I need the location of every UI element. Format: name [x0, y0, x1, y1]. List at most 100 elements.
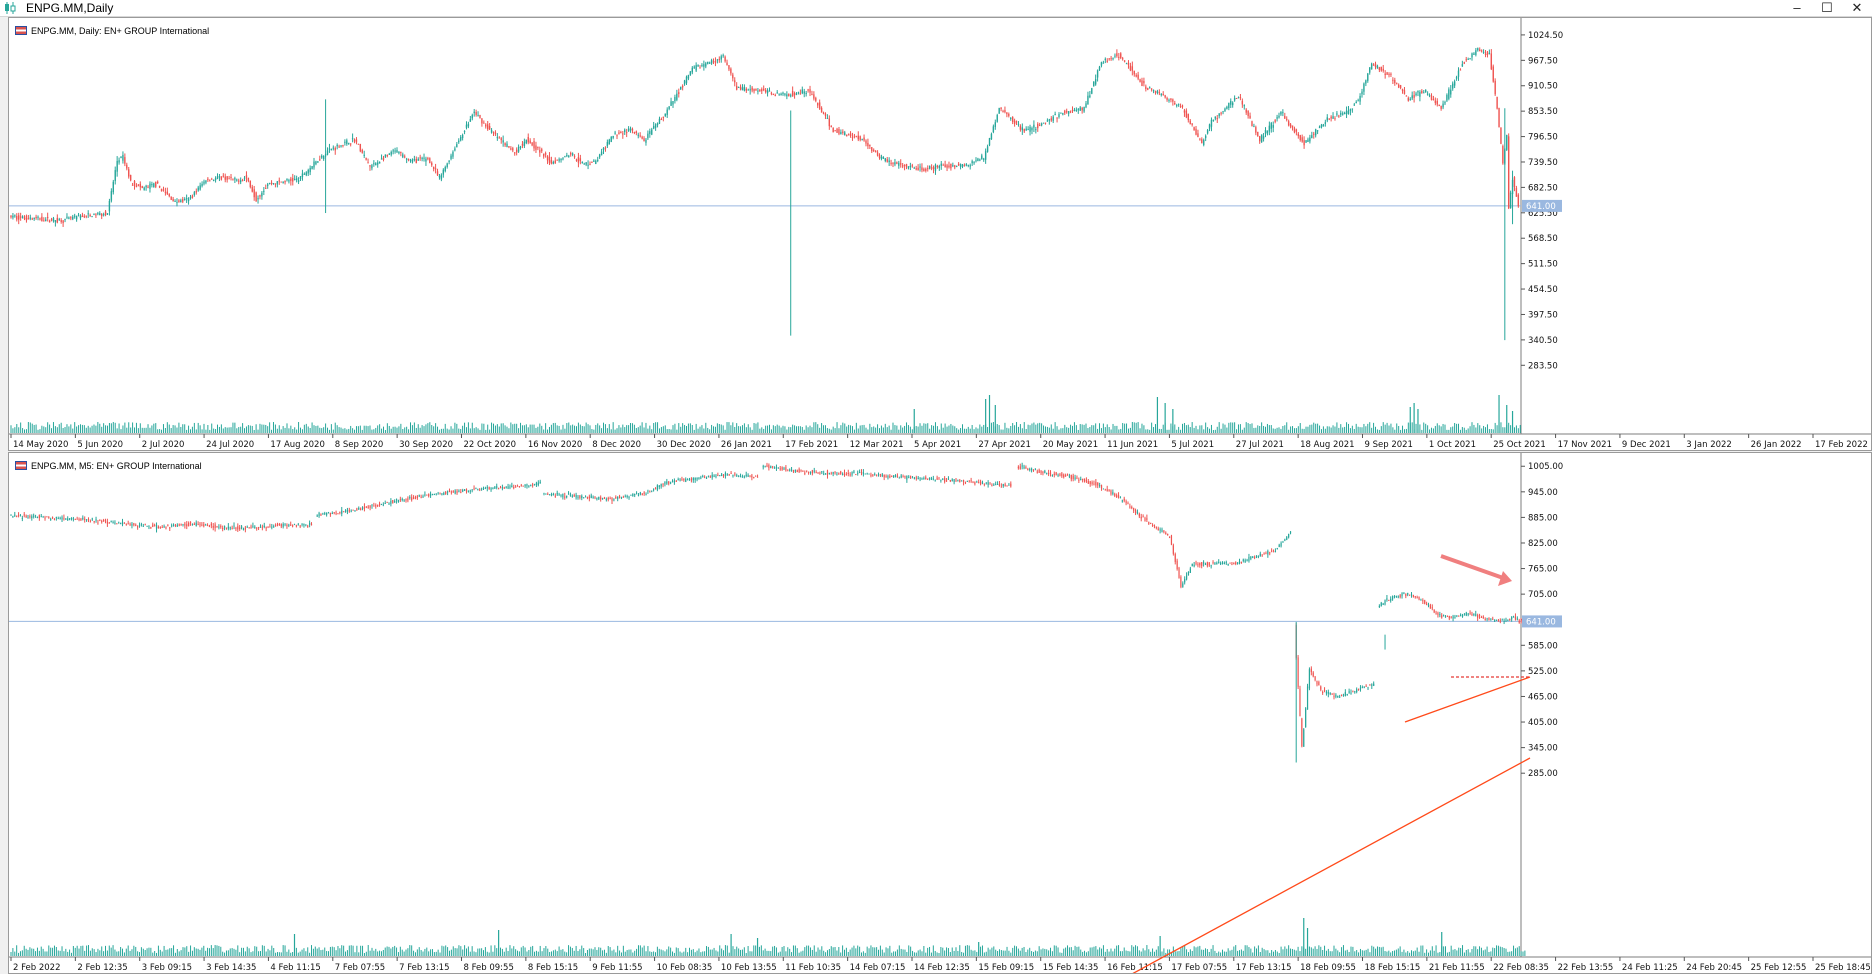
maximize-button[interactable]: ☐	[1821, 0, 1833, 15]
m5-candle-body	[989, 483, 991, 485]
m5-candle-body	[522, 485, 524, 487]
daily-candle-body	[95, 214, 97, 216]
m5-candle-body	[962, 480, 965, 482]
daily-chart-pane[interactable]: ENPG.MM, Daily: EN+ GROUP International …	[8, 17, 1872, 451]
m5-candle-body	[947, 478, 950, 480]
daily-candle-body	[680, 86, 682, 90]
m5-candle-body	[717, 474, 719, 476]
daily-candle-body	[1409, 98, 1411, 100]
m5-candle-body	[1057, 474, 1059, 476]
daily-candle-body	[1286, 118, 1288, 120]
m5-candle-body	[1429, 605, 1431, 609]
daily-candle-body	[1453, 81, 1456, 86]
m5-candle-body	[486, 487, 488, 489]
m5-candle-body	[872, 474, 874, 476]
daily-candle-body	[820, 107, 823, 113]
daily-candle-body	[326, 150, 329, 155]
daily-candle-body	[512, 148, 514, 151]
m5-candle-body	[1093, 483, 1095, 485]
m5-candle-body	[1099, 485, 1101, 487]
m5-candle-body	[269, 526, 271, 528]
daily-candle-body	[149, 183, 151, 189]
m5-down-arrow[interactable]	[1440, 554, 1507, 581]
m5-candle-body	[583, 497, 585, 499]
m5-candle-body	[257, 527, 260, 529]
daily-candle-body	[1025, 128, 1027, 131]
m5-candle-body	[1184, 578, 1186, 583]
m5-candle-body	[114, 522, 116, 524]
m5-chart-pane[interactable]: ENPG.MM, M5: EN+ GROUP International 100…	[8, 452, 1872, 974]
daily-candlestick-chart[interactable]: 1024.50967.50910.50853.50796.50739.50682…	[9, 18, 1871, 450]
daily-candle-body	[261, 192, 263, 197]
daily-candle-body	[996, 115, 998, 122]
m5-candle-body	[1365, 685, 1367, 687]
m5-x-tick-label: 14 Feb 07:15	[850, 963, 906, 973]
m5-candle-body	[974, 481, 976, 485]
daily-candle-body	[500, 138, 502, 141]
daily-candle-body	[1313, 133, 1315, 135]
daily-candle-body	[232, 179, 234, 181]
daily-candle-body	[1206, 130, 1209, 134]
daily-candle-body	[732, 74, 734, 79]
m5-candle-body	[1031, 468, 1033, 471]
m5-candle-body	[775, 466, 778, 469]
m5-candle-body	[1407, 593, 1409, 595]
daily-candle-body	[936, 165, 939, 167]
daily-candle-body	[898, 162, 900, 166]
m5-candle-body	[1131, 506, 1133, 509]
m5-down-trendline[interactable]	[1049, 757, 1531, 973]
m5-candle-body	[31, 516, 33, 519]
daily-candle-body	[1494, 80, 1496, 95]
daily-candle-body	[1320, 124, 1323, 128]
m5-candle-body	[1301, 718, 1303, 747]
m5-candle-body	[1316, 680, 1318, 685]
daily-x-tick-label: 22 Oct 2020	[464, 440, 517, 450]
daily-candle-body	[637, 134, 639, 136]
daily-candle-body	[141, 186, 143, 188]
m5-flag-trendline[interactable]	[1404, 676, 1531, 723]
m5-candle-body	[913, 478, 916, 480]
daily-candle-body	[268, 183, 271, 185]
daily-candle-body	[693, 66, 695, 68]
m5-candle-body	[957, 480, 959, 482]
m5-candle-body	[721, 474, 723, 477]
daily-candle-body	[1108, 58, 1110, 60]
daily-candle-body	[1432, 98, 1435, 101]
m5-candle-body	[1511, 616, 1513, 620]
daily-candle-body	[247, 177, 250, 182]
m5-candle-body	[329, 513, 332, 515]
daily-candle-body	[963, 165, 966, 167]
daily-candle-body	[274, 183, 277, 185]
m5-candle-body	[360, 508, 362, 510]
window-titlebar[interactable]: ENPG.MM,Daily – ☐ ✕	[0, 0, 1872, 17]
daily-candle-body	[81, 215, 84, 217]
m5-candle-body	[815, 472, 817, 474]
m5-candle-body	[1289, 531, 1292, 534]
daily-candle-body	[766, 90, 769, 94]
daily-candle-body	[525, 139, 528, 144]
minimize-button[interactable]: –	[1793, 0, 1801, 15]
m5-candle-body	[823, 473, 825, 475]
m5-candle-body	[851, 472, 853, 475]
daily-candle-body	[1264, 129, 1267, 134]
m5-candlestick-chart[interactable]: 1005.00945.00885.00825.00765.00705.00645…	[9, 453, 1871, 973]
daily-candle-body	[826, 117, 829, 119]
m5-candle-body	[1193, 564, 1195, 567]
m5-candle-body	[131, 523, 133, 526]
m5-candle-body	[979, 481, 982, 485]
daily-candle-body	[284, 181, 286, 183]
daily-candle-body	[616, 135, 618, 137]
close-button[interactable]: ✕	[1851, 0, 1863, 15]
daily-candle-body	[546, 155, 549, 161]
m5-candle-body	[276, 524, 279, 526]
daily-candle-body	[562, 158, 564, 160]
m5-candle-body	[1221, 562, 1224, 564]
daily-candle-body	[353, 139, 356, 142]
daily-candle-body	[587, 164, 589, 166]
daily-candle-body	[1147, 88, 1149, 90]
m5-candle-body	[938, 478, 940, 480]
daily-candle-body	[1085, 103, 1087, 108]
m5-candle-body	[80, 518, 82, 521]
m5-candle-body	[108, 522, 110, 524]
m5-candle-body	[1191, 563, 1193, 567]
